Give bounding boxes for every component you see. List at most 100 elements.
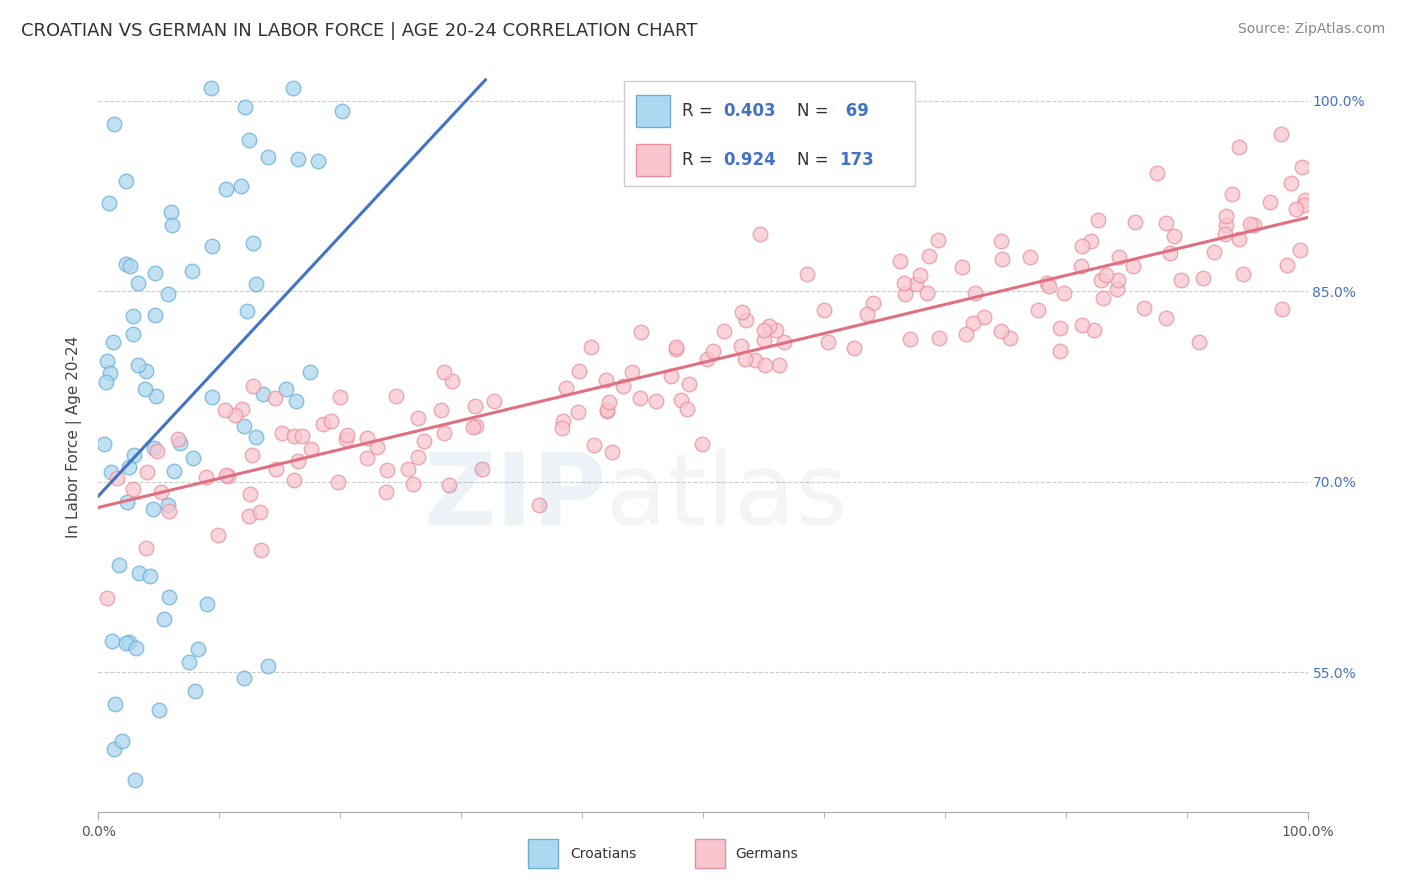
Text: Germans: Germans [735,847,799,861]
Point [98,196,121,211]
Point [336,428,359,442]
Point [283,473,305,487]
Point [335,432,357,446]
Point [103,697,125,711]
Point [796,267,818,281]
Point [96,375,118,389]
Point [744,353,766,368]
Point [430,403,453,417]
Point [1291,160,1313,174]
Point [332,104,354,119]
Point [1035,276,1057,290]
Text: Croatians: Croatians [569,847,637,861]
Point [482,394,505,409]
Point [1271,301,1294,316]
Point [1154,311,1177,326]
Point [285,394,308,409]
Point [242,379,264,393]
Point [963,286,986,301]
Point [233,100,256,114]
Point [602,445,624,459]
Text: CROATIAN VS GERMAN IN LABOR FORCE | AGE 20-24 CORRELATION CHART: CROATIAN VS GERMAN IN LABOR FORCE | AGE … [21,22,697,40]
Point [271,426,294,441]
Point [114,257,136,271]
Point [128,566,150,581]
Point [238,509,260,524]
Point [201,390,224,404]
Point [1038,279,1060,293]
Point [195,598,218,612]
Point [595,373,617,387]
Point [215,468,238,483]
Point [595,403,617,417]
Point [101,334,124,349]
Point [163,464,186,478]
Point [433,425,456,440]
Point [527,498,550,512]
Point [583,438,606,452]
Point [464,399,486,413]
Point [118,259,141,273]
Point [893,276,915,290]
Point [264,462,287,476]
Point [910,268,932,282]
Point [862,296,884,310]
Point [396,462,419,476]
Point [730,339,752,353]
Point [374,484,396,499]
Point [1159,245,1181,260]
Point [915,286,938,301]
Point [1083,323,1105,337]
Point [713,324,735,338]
Point [598,395,620,409]
Point [217,469,239,483]
Point [1294,193,1316,207]
Point [412,434,434,448]
Point [319,414,342,428]
Point [735,313,758,327]
Point [184,684,207,698]
Point [406,450,429,464]
Point [998,331,1021,345]
Point [159,204,181,219]
Point [579,340,602,354]
Point [567,405,589,419]
Point [440,374,463,388]
Point [1289,243,1312,257]
Point [1215,209,1237,223]
Point [1215,218,1237,232]
Point [702,343,724,358]
Point [157,498,180,512]
Point [143,265,166,279]
FancyBboxPatch shape [527,839,558,868]
Point [817,335,839,350]
Point [1227,232,1250,246]
Point [240,449,263,463]
Point [401,477,423,491]
Point [135,541,157,555]
Point [1220,186,1243,201]
Point [1294,198,1316,212]
Point [894,287,917,301]
Point [117,495,139,509]
Point [149,485,172,500]
Point [644,393,666,408]
Point [950,260,973,274]
Point [356,450,378,465]
Point [675,402,697,417]
Point [1105,282,1128,296]
Point [224,408,246,422]
Point [665,343,688,357]
Point [127,276,149,290]
Text: 0.403: 0.403 [724,103,776,120]
Point [121,483,143,497]
Point [1243,218,1265,232]
Point [1053,285,1076,300]
Point [1071,318,1094,332]
Point [145,389,167,403]
Point [842,341,865,355]
Point [1260,194,1282,209]
Point [239,487,262,501]
Point [298,365,321,379]
Point [905,277,928,291]
